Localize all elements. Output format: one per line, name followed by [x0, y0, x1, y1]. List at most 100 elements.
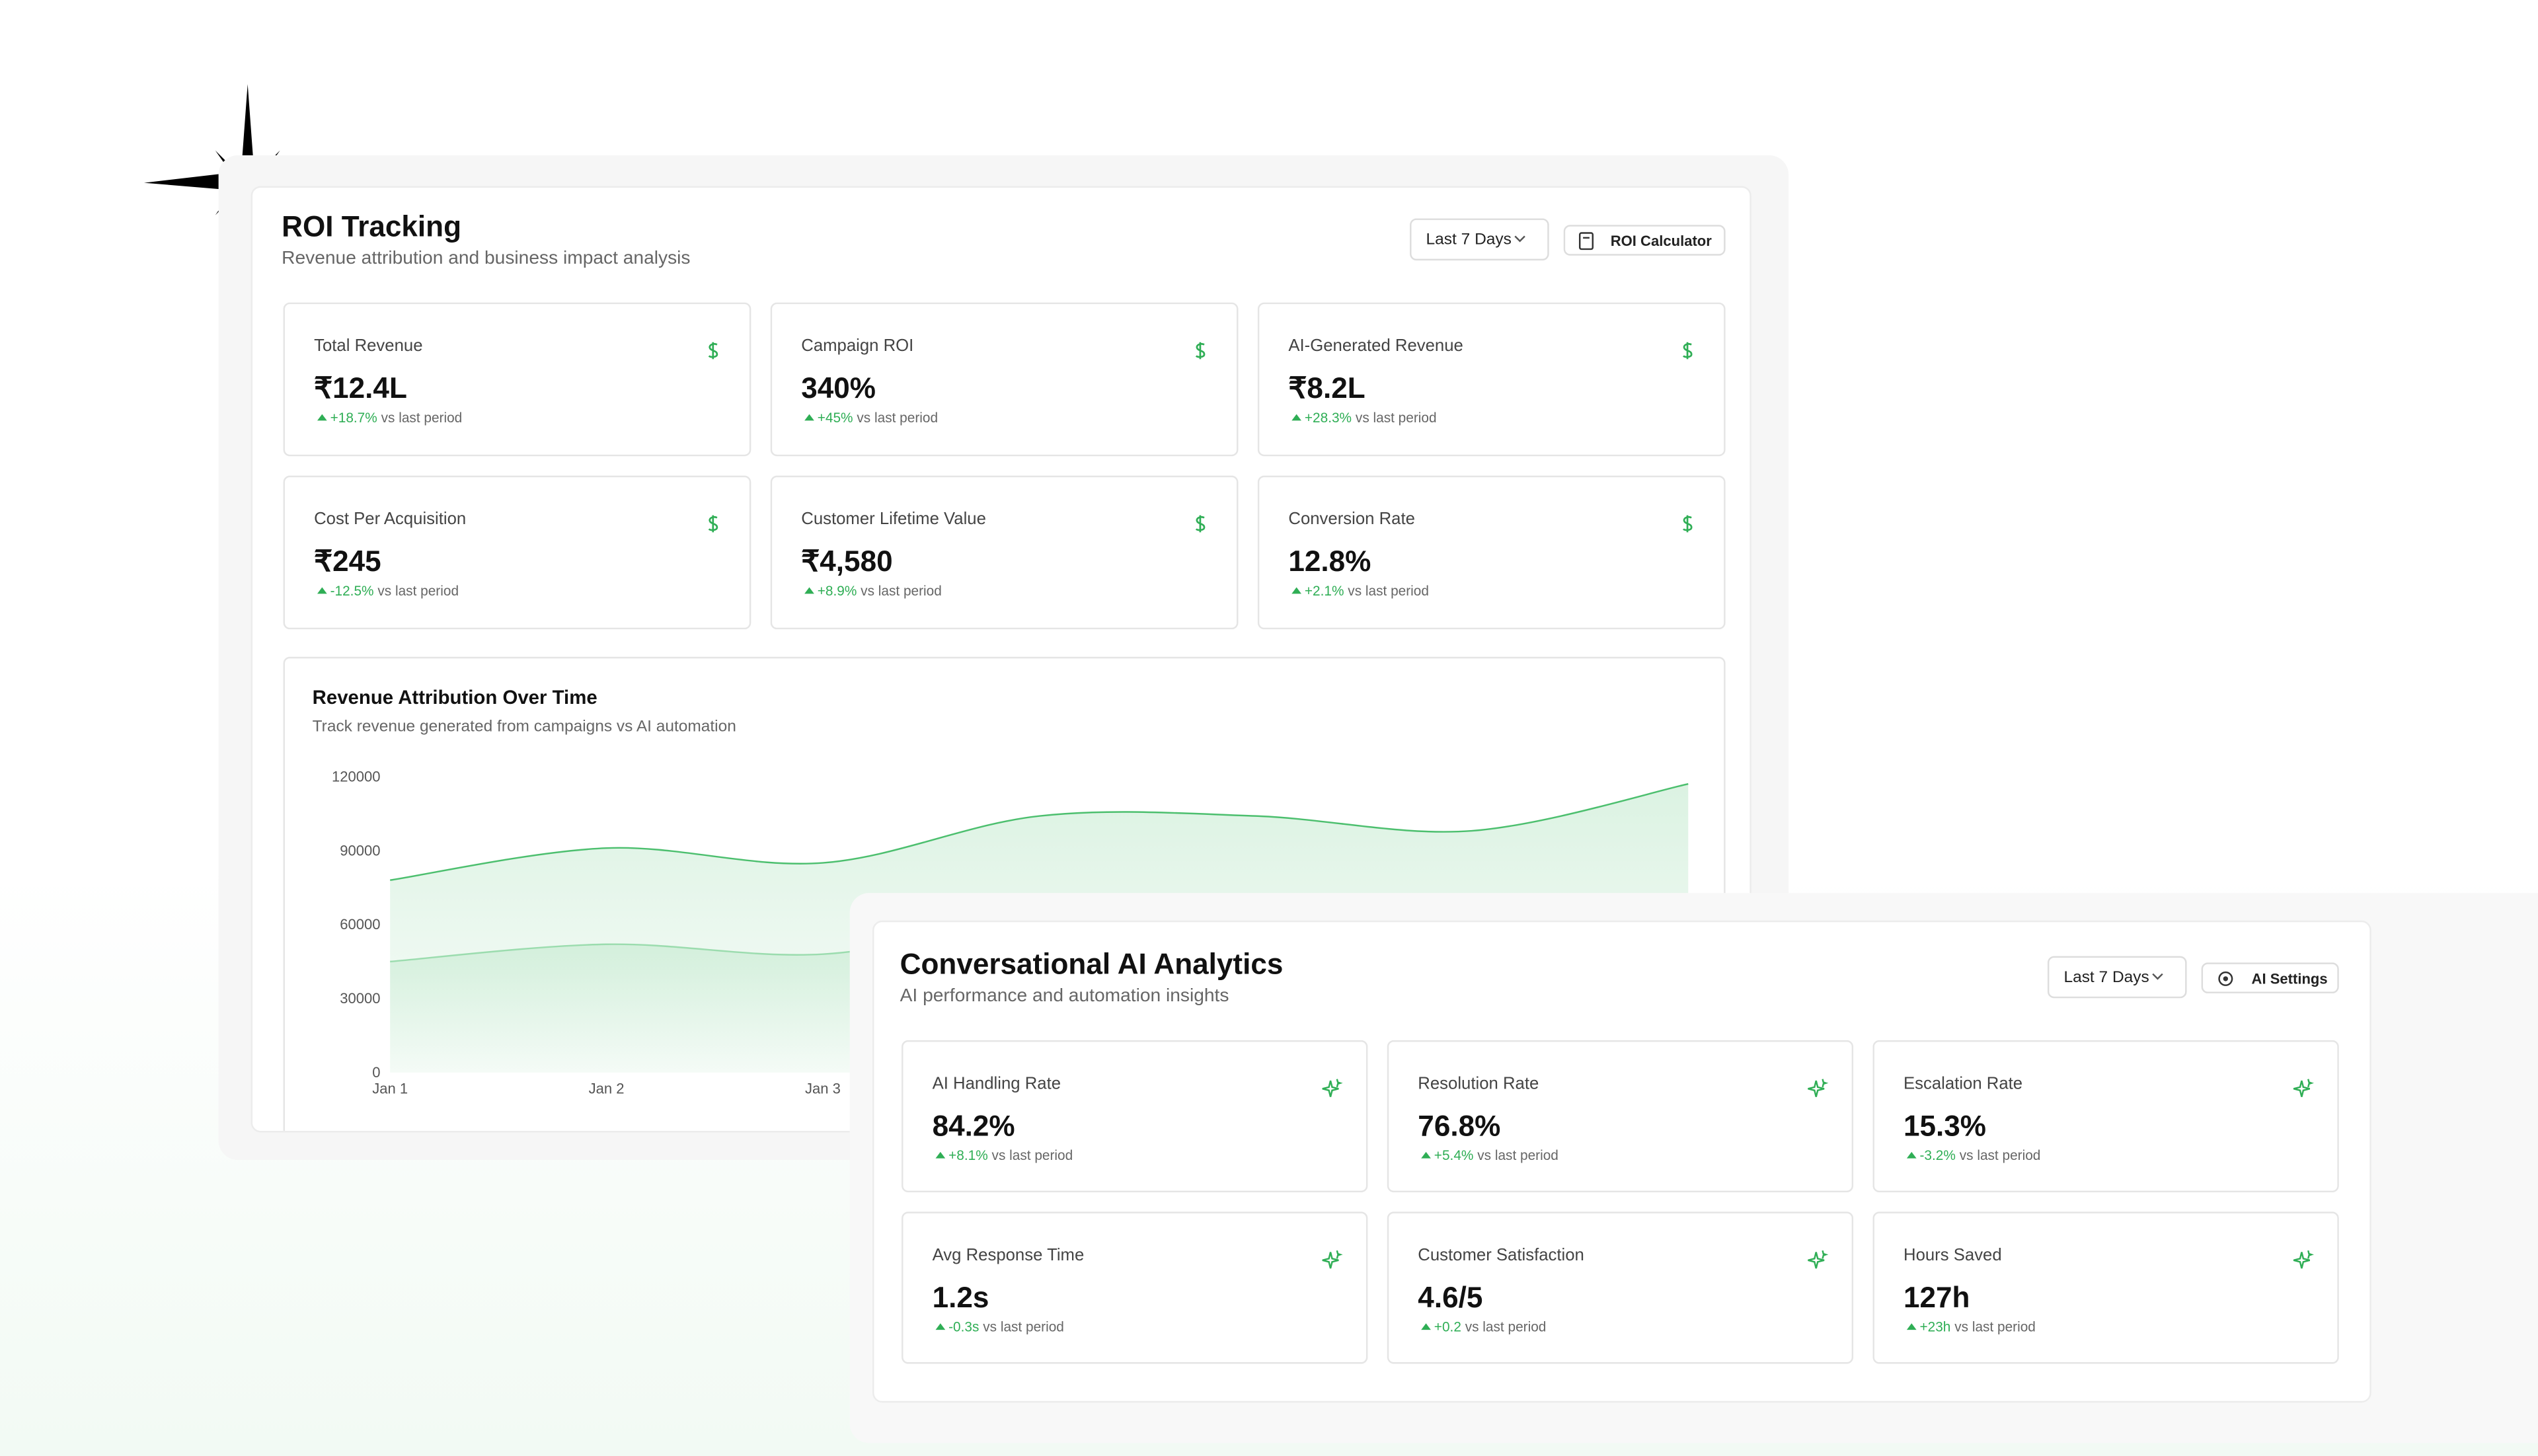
trend-arrow — [935, 1323, 946, 1330]
metric-change: -0.3s vs last period — [933, 1319, 1064, 1334]
change-value: +18.7% — [330, 409, 377, 426]
metric-label: AI-Generated Revenue — [1288, 336, 1463, 356]
metric-change: +28.3% vs last period — [1288, 409, 1437, 426]
metric-card: AI Handling Rate 84.2% +8.1% vs last perio… — [902, 1040, 1368, 1193]
metric-icon — [1682, 342, 1693, 360]
metric-card: Total Revenue ₹12.4L +18.7% vs last period — [283, 302, 751, 457]
roi-title: ROI Tracking — [282, 210, 462, 243]
metric-value: ₹8.2L — [1288, 371, 1365, 404]
metric-label: Escalation Rate — [1903, 1074, 2023, 1094]
metric-card: Hours Saved 127h +23h vs last period — [1872, 1211, 2339, 1364]
ai-settings-button[interactable]: AI Settings — [2201, 962, 2339, 993]
metric-icon — [2293, 1079, 2315, 1097]
metric-change: +8.1% vs last period — [933, 1147, 1073, 1163]
trend-arrow — [317, 587, 327, 594]
button-text: AI Settings — [2251, 970, 2328, 986]
change-value: +8.9% — [817, 582, 857, 599]
change-value: -12.5% — [330, 582, 374, 599]
metric-value: 1.2s — [932, 1281, 989, 1314]
metric-value: ₹245 — [314, 545, 381, 578]
metric-label: Hours Saved — [1903, 1245, 2002, 1266]
change-note: vs last period — [381, 409, 463, 426]
change-note: vs last period — [1954, 1318, 2036, 1335]
x-tick-label: Jan 3 — [805, 1081, 841, 1097]
gear-icon — [2218, 970, 2233, 985]
period-text: Last 7 Days — [1426, 230, 1512, 249]
metric-change: +45% vs last period — [801, 409, 939, 426]
metric-label: Resolution Rate — [1418, 1074, 1539, 1094]
metric-icon — [1322, 1250, 1343, 1269]
metric-card: AI-Generated Revenue ₹8.2L +28.3% vs last … — [1257, 302, 1726, 457]
x-tick-label: Jan 1 — [372, 1081, 408, 1097]
metric-label: Cost Per Acquisition — [314, 510, 467, 529]
trend-arrow — [1906, 1323, 1917, 1330]
metric-label: Total Revenue — [314, 336, 423, 356]
metric-icon — [708, 342, 718, 360]
roi-calculator-button[interactable]: ROI Calculator — [1563, 225, 1726, 256]
metric-change: +0.2 vs last period — [1418, 1319, 1546, 1334]
change-value: +2.1% — [1304, 582, 1344, 599]
metric-icon — [1195, 342, 1206, 360]
change-value: +0.2 — [1434, 1318, 1461, 1335]
y-tick-label: 120000 — [332, 768, 380, 785]
change-note: vs last period — [991, 1147, 1073, 1163]
change-note: vs last period — [1355, 409, 1437, 426]
change-value: -0.3s — [948, 1318, 980, 1335]
y-tick-label: 60000 — [340, 916, 380, 933]
metric-card: Conversion Rate 12.8% +2.1% vs last period — [1257, 475, 1726, 630]
change-value: +45% — [817, 409, 853, 426]
change-value: -3.2% — [1919, 1147, 1956, 1163]
trend-arrow — [317, 414, 327, 421]
metric-value: 84.2% — [932, 1110, 1015, 1143]
metric-card: Campaign ROI 340% +45% vs last period — [770, 302, 1239, 457]
ai-subtitle: AI performance and automation insights — [900, 987, 1229, 1007]
metric-value: ₹12.4L — [314, 371, 407, 404]
roi-subtitle: Revenue attribution and business impact … — [282, 249, 691, 269]
change-note: vs last period — [983, 1318, 1064, 1335]
metric-icon — [1195, 515, 1206, 533]
metric-label: Customer Lifetime Value — [801, 510, 986, 529]
trend-arrow — [935, 1151, 946, 1159]
trend-arrow — [1291, 587, 1301, 594]
metric-value: 340% — [801, 371, 876, 404]
change-note: vs last period — [377, 582, 459, 599]
ai-panel: Conversational AI Analytics AI performan… — [872, 920, 2371, 1403]
metric-change: +5.4% vs last period — [1418, 1147, 1558, 1163]
period-dropdown[interactable]: Last 7 Days — [1410, 218, 1549, 261]
calculator-icon — [1578, 231, 1594, 249]
metric-value: 76.8% — [1418, 1110, 1501, 1143]
trend-arrow — [1291, 414, 1301, 421]
chevron — [1514, 235, 1525, 243]
series-line — [390, 783, 1689, 881]
metric-change: +8.9% vs last period — [801, 582, 942, 599]
metric-value: 127h — [1903, 1281, 1970, 1314]
metric-change: -3.2% vs last period — [1903, 1147, 2040, 1163]
change-note: vs last period — [861, 582, 942, 599]
metric-label: Avg Response Time — [932, 1245, 1085, 1266]
y-tick-label: 90000 — [340, 842, 380, 859]
metric-value: 15.3% — [1903, 1110, 1987, 1143]
change-value: +8.1% — [948, 1147, 988, 1163]
change-note: vs last period — [1959, 1147, 2041, 1163]
metric-icon — [708, 515, 718, 533]
metric-card: Avg Response Time 1.2s -0.3s vs last perio… — [902, 1211, 1368, 1364]
metric-change: +18.7% vs last period — [314, 409, 463, 426]
metric-label: Conversion Rate — [1288, 510, 1415, 529]
trend-arrow — [1421, 1151, 1431, 1159]
trend-arrow — [1421, 1323, 1431, 1330]
metric-label: Customer Satisfaction — [1418, 1245, 1584, 1266]
ai-title: Conversational AI Analytics — [900, 948, 1284, 981]
trend-arrow — [804, 587, 814, 594]
chart-subtitle: Track revenue generated from campaigns v… — [313, 717, 736, 735]
metric-card: Resolution Rate 76.8% +5.4% vs last period — [1387, 1040, 1854, 1193]
metric-value: 12.8% — [1288, 545, 1371, 578]
metric-icon — [1808, 1079, 1829, 1097]
trend-arrow — [804, 414, 814, 421]
period-dropdown[interactable]: Last 7 Days — [2047, 956, 2187, 999]
metric-icon — [1682, 515, 1693, 533]
change-note: vs last period — [857, 409, 939, 426]
metric-change: +2.1% vs last period — [1288, 582, 1429, 599]
metric-card: Escalation Rate 15.3% -3.2% vs last period — [1872, 1040, 2339, 1193]
